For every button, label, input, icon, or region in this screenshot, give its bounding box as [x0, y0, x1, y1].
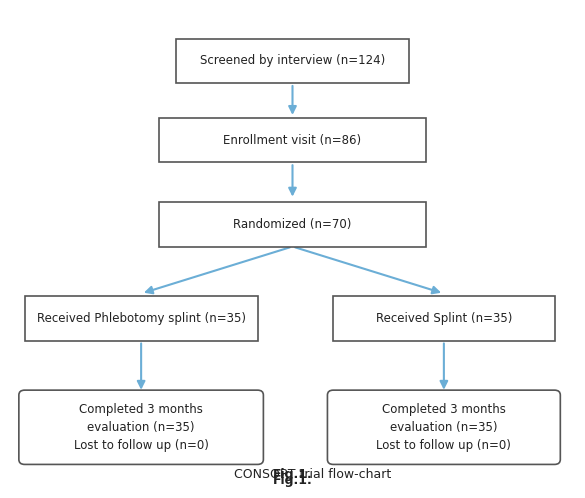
FancyBboxPatch shape	[159, 118, 426, 162]
Text: CONSORT trial flow-chart: CONSORT trial flow-chart	[194, 468, 391, 481]
Text: Randomized (n=70): Randomized (n=70)	[233, 218, 352, 231]
FancyBboxPatch shape	[159, 202, 426, 247]
Text: Fig.1.: Fig.1.	[273, 468, 312, 481]
Text: Fig.1. CONSORT trial flow-chart: Fig.1. CONSORT trial flow-chart	[195, 474, 390, 487]
FancyBboxPatch shape	[25, 296, 257, 341]
FancyBboxPatch shape	[19, 390, 263, 465]
Text: Received Splint (n=35): Received Splint (n=35)	[376, 312, 512, 325]
FancyBboxPatch shape	[333, 296, 555, 341]
Text: Completed 3 months
evaluation (n=35)
Lost to follow up (n=0): Completed 3 months evaluation (n=35) Los…	[376, 403, 511, 452]
Text: Screened by interview (n=124): Screened by interview (n=124)	[200, 54, 385, 67]
FancyBboxPatch shape	[176, 38, 409, 83]
FancyBboxPatch shape	[328, 390, 560, 465]
Text: Enrollment visit (n=86): Enrollment visit (n=86)	[223, 133, 362, 146]
Text: Received Phlebotomy splint (n=35): Received Phlebotomy splint (n=35)	[37, 312, 246, 325]
Text: Fig.1.: Fig.1.	[273, 474, 312, 487]
Text: Completed 3 months
evaluation (n=35)
Lost to follow up (n=0): Completed 3 months evaluation (n=35) Los…	[74, 403, 209, 452]
